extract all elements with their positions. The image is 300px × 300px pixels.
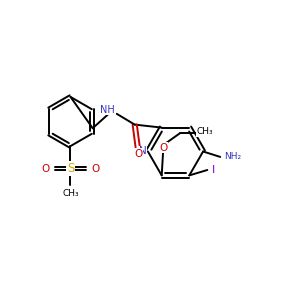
Text: O: O [92, 164, 100, 174]
Text: O: O [134, 149, 142, 159]
Text: CH₃: CH₃ [62, 189, 79, 198]
Text: NH: NH [100, 105, 115, 115]
Text: S: S [67, 162, 74, 175]
Text: I: I [212, 165, 215, 175]
Text: O: O [41, 164, 50, 174]
Text: NH₂: NH₂ [224, 152, 241, 161]
Text: CH₃: CH₃ [196, 128, 213, 136]
Text: N: N [139, 146, 146, 157]
Text: O: O [159, 142, 167, 152]
